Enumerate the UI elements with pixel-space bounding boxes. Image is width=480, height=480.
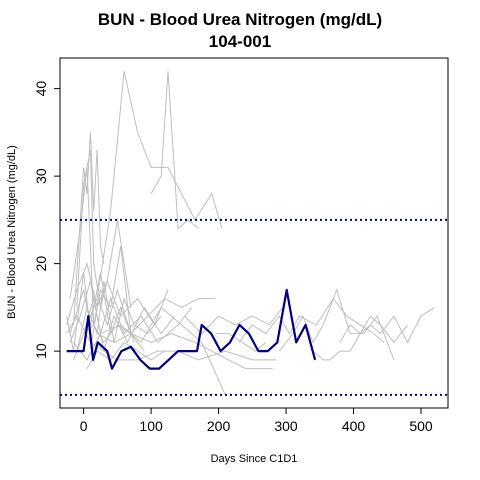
- background-series-line: [238, 297, 385, 343]
- plot-frame: [59, 57, 449, 409]
- background-series-line: [150, 71, 199, 230]
- chart-title: BUN - Blood Urea Nitrogen (mg/dL): [98, 10, 382, 29]
- x-axis-label: Days Since C1D1: [211, 453, 298, 465]
- background-series-line: [66, 272, 132, 352]
- background-series-line: [66, 315, 276, 361]
- background-series-line: [69, 272, 135, 343]
- y-tick-label: 30: [33, 168, 49, 184]
- background-series-line: [83, 297, 216, 344]
- x-tick-label: 200: [207, 418, 231, 434]
- background-series-line: [86, 341, 165, 369]
- y-tick-label: 10: [33, 343, 49, 359]
- background-series-line: [312, 306, 435, 361]
- background-series-line: [96, 333, 273, 370]
- y-tick-label: 40: [33, 81, 49, 97]
- background-series-line: [339, 315, 408, 344]
- y-axis-label: BUN - Blood Urea Nitrogen (mg/dL): [6, 145, 18, 319]
- x-tick-label: 300: [274, 418, 298, 434]
- background-series-line: [215, 333, 267, 352]
- highlight-series-line: [66, 288, 317, 370]
- chart-subtitle: 104-001: [209, 32, 271, 51]
- background-series-line: [184, 307, 284, 335]
- y-tick-label: 20: [33, 256, 49, 272]
- axes: 0 100 200 300 400 500 10 20 30 40: [33, 81, 433, 434]
- x-tick-label: 400: [342, 418, 366, 434]
- x-tick-label: 100: [139, 418, 163, 434]
- background-series-line: [73, 132, 105, 325]
- background-series-line: [278, 288, 395, 361]
- x-tick-label: 0: [80, 418, 88, 434]
- series-layer: [66, 70, 435, 396]
- background-series-line: [66, 261, 169, 326]
- x-tick-label: 500: [409, 418, 433, 434]
